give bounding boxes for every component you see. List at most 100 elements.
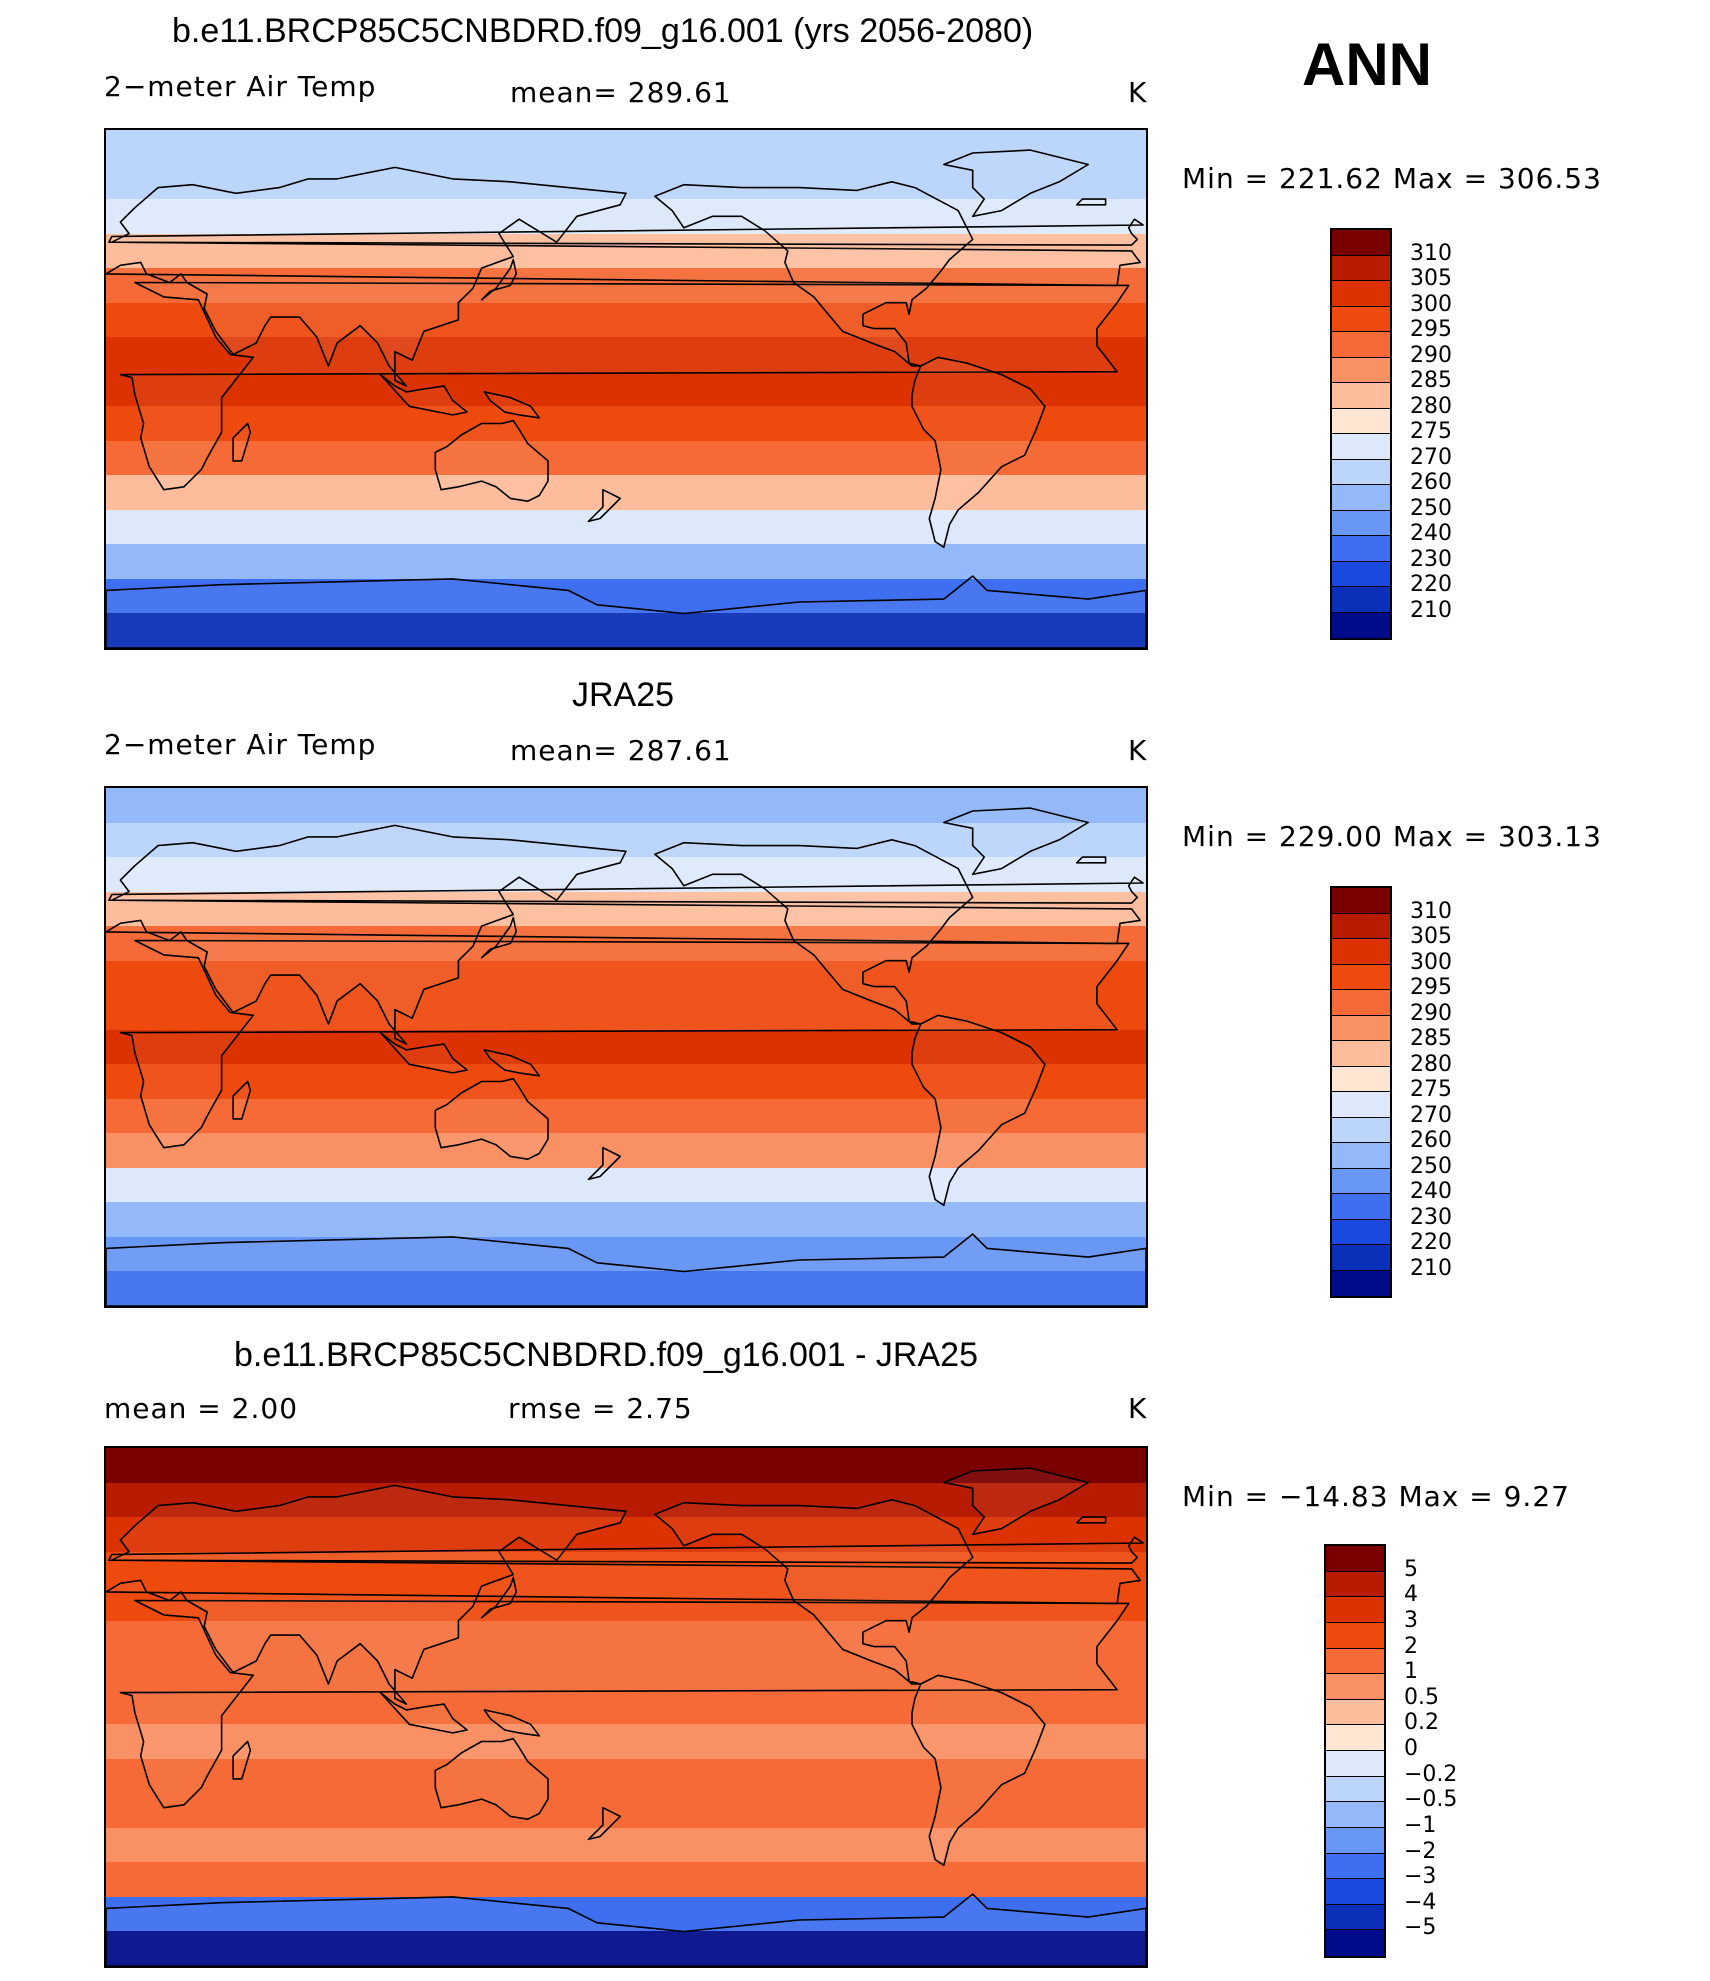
panel-obs-mean-label: mean= 287.61 [510, 734, 732, 767]
colorbar-swatch [1332, 459, 1390, 485]
coastline-new-guinea [483, 1709, 541, 1737]
panel-obs-colorbar-ticks: 310 305 300 295 290 285 280 275 270 260 250 240 230 2… [1410, 886, 1530, 1298]
colorbar-swatch [1332, 990, 1390, 1016]
colorbar-swatch [1332, 1194, 1390, 1220]
colorbar-swatch [1326, 1827, 1384, 1854]
colorbar-tick-label: 220 [1410, 1230, 1452, 1255]
colorbar-tick-label: 275 [1410, 419, 1452, 444]
panel-model-map [104, 128, 1148, 650]
colorbar-swatch [1332, 1168, 1390, 1194]
colorbar-swatch [1332, 1117, 1390, 1143]
colorbar-swatch [1332, 939, 1390, 965]
latitude-band [106, 1586, 1146, 1622]
coastline-australia [434, 419, 549, 503]
latitude-band [106, 303, 1146, 338]
panel-diff-title: b.e11.BRCP85C5CNBDRD.f09_g16.001 - JRA25 [234, 1336, 978, 1374]
colorbar-swatch [1332, 255, 1390, 281]
colorbar-swatch [1332, 1245, 1390, 1271]
colorbar-swatch [1332, 357, 1390, 383]
colorbar-swatch [1332, 1092, 1390, 1118]
colorbar-swatch [1332, 408, 1390, 434]
colorbar-tick-label: 270 [1410, 1102, 1452, 1128]
colorbar-tick-label: 305 [1410, 924, 1452, 949]
coastline-europe-asia [106, 166, 1141, 387]
colorbar-tick-label: −2 [1404, 1838, 1437, 1864]
latitude-band [106, 1862, 1146, 1898]
colorbar-swatch [1326, 1699, 1384, 1726]
latitude-band [106, 1271, 1146, 1306]
colorbar-swatch [1332, 913, 1390, 939]
panel-diff-colorbar-ticks: 5 4 3 2 1 0.5 0.2 0 −0.2 −0.5 −1 −2 −3 −4 −5 [1404, 1544, 1524, 1958]
panel-model-title: b.e11.BRCP85C5CNBDRD.f09_g16.001 (yrs 20… [172, 12, 1034, 50]
colorbar-tick-label: 240 [1410, 1179, 1452, 1204]
coastline-south-america [911, 1674, 1046, 1867]
colorbar-tick-label: 290 [1410, 342, 1452, 368]
coastline-south-america [911, 1014, 1046, 1207]
coastline-new-guinea [483, 1049, 541, 1077]
latitude-band [106, 1202, 1146, 1238]
latitude-band [106, 613, 1146, 648]
coastline-japan [480, 258, 518, 301]
panel-obs-variable-label: 2−meter Air Temp [104, 728, 377, 761]
colorbar-swatch [1332, 306, 1390, 332]
panel-obs-colorbar [1330, 886, 1392, 1298]
coastline-antarctica [106, 575, 1146, 648]
latitude-band [106, 788, 1146, 824]
colorbar-swatch [1332, 587, 1390, 613]
season-label: ANN [1302, 31, 1432, 98]
colorbar-swatch [1326, 1571, 1384, 1598]
latitude-band [106, 1133, 1146, 1169]
colorbar-swatch [1326, 1853, 1384, 1880]
latitude-band [106, 1690, 1146, 1725]
colorbar-tick-label: 3 [1404, 1607, 1418, 1633]
latitude-band [106, 1931, 1146, 1966]
colorbar-swatch [1332, 612, 1390, 638]
panel-model-variable-label: 2−meter Air Temp [104, 70, 377, 103]
colorbar-tick-label: 260 [1410, 1128, 1452, 1153]
panel-diff-unit-label: K [1128, 1392, 1148, 1425]
colorbar-tick-label: 5 [1404, 1556, 1418, 1582]
latitude-band [106, 372, 1146, 407]
coastline-new-zealand [587, 1806, 622, 1841]
latitude-band [106, 475, 1146, 511]
colorbar-tick-label: 210 [1410, 597, 1452, 623]
colorbar-tick-label: 310 [1410, 898, 1452, 924]
coastline-iceland [1075, 1516, 1107, 1524]
latitude-band [106, 130, 1146, 166]
colorbar-tick-label: 0.2 [1404, 1710, 1439, 1736]
latitude-band [106, 1793, 1146, 1829]
latitude-band [106, 1724, 1146, 1760]
latitude-band [106, 961, 1146, 996]
latitude-band [106, 1030, 1146, 1065]
colorbar-swatch [1332, 332, 1390, 358]
panel-model-mean-label: mean= 289.61 [510, 76, 732, 109]
panel-diff-mean-label: mean = 2.00 [104, 1392, 299, 1425]
latitude-band [106, 1448, 1146, 1484]
colorbar-swatch [1326, 1546, 1384, 1572]
latitude-band [106, 510, 1146, 545]
colorbar-tick-label: 295 [1410, 975, 1452, 1000]
panel-obs-title: JRA25 [572, 676, 675, 714]
colorbar-tick-label: −4 [1404, 1889, 1437, 1915]
latitude-band [106, 337, 1146, 373]
coastline-europe-asia [106, 824, 1141, 1045]
panel-obs-map [104, 786, 1148, 1308]
colorbar-tick-label: 300 [1410, 949, 1452, 975]
colorbar-swatch [1332, 1041, 1390, 1067]
colorbar-swatch [1326, 1904, 1384, 1931]
colorbar-swatch [1326, 1930, 1384, 1956]
colorbar-swatch [1332, 561, 1390, 587]
coastline-australia [434, 1077, 549, 1161]
colorbar-tick-label: 210 [1410, 1255, 1452, 1281]
colorbar-tick-label: 4 [1404, 1582, 1418, 1608]
coastline-uk [108, 876, 1144, 904]
coastline-iceland [1075, 198, 1107, 206]
colorbar-tick-label: −0.5 [1404, 1787, 1458, 1813]
colorbar-tick-label: 2 [1404, 1633, 1418, 1659]
panel-model-unit-label: K [1128, 76, 1148, 109]
colorbar-tick-label: −0.2 [1404, 1761, 1458, 1787]
colorbar-tick-label: 270 [1410, 444, 1452, 470]
colorbar-swatch [1326, 1725, 1384, 1751]
colorbar-swatch [1326, 1597, 1384, 1623]
colorbar-tick-label: 280 [1410, 1051, 1452, 1077]
